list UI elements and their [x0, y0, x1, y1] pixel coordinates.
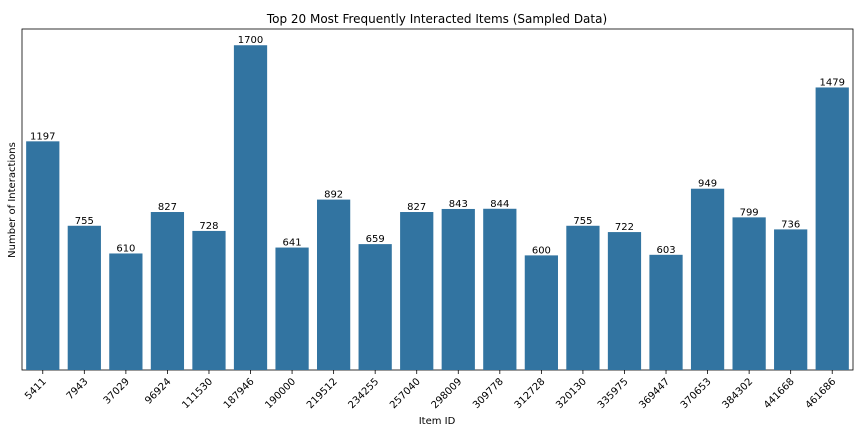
x-tick-label: 190000 [263, 376, 298, 411]
bar-461686 [815, 87, 849, 371]
x-tick-label: 5411 [23, 376, 49, 402]
plot-area [21, 28, 854, 371]
bar-value-label: 1197 [30, 131, 55, 142]
x-tick-label: 309778 [471, 376, 506, 411]
bar-96924 [150, 212, 185, 370]
bar-value-label: 659 [366, 234, 385, 245]
chart-title: Top 20 Most Frequently Interacted Items … [266, 12, 607, 26]
x-tick-label: 234255 [347, 376, 382, 411]
bar-309778 [483, 208, 517, 370]
bar-370653 [690, 188, 725, 370]
bar-value-label: 843 [449, 199, 468, 210]
bar-219512 [317, 199, 351, 370]
bar-value-label: 755 [573, 216, 592, 227]
bar-190000 [275, 247, 309, 370]
x-tick-label: 335975 [596, 376, 631, 411]
x-tick-label: 461686 [804, 376, 839, 411]
bar-7943 [67, 225, 101, 370]
bar-value-label: 827 [407, 202, 426, 213]
bar-value-label: 600 [532, 245, 551, 256]
x-tick-label: 219512 [305, 376, 340, 411]
bar-value-label: 755 [75, 216, 94, 227]
bar-value-label: 603 [656, 245, 675, 256]
x-tick-label: 369447 [637, 376, 672, 411]
x-tick-label: 7943 [65, 376, 91, 402]
bar-441668 [774, 229, 808, 370]
bar-111530 [192, 230, 226, 370]
x-tick-label: 298009 [430, 376, 465, 411]
x-tick-label: 257040 [388, 376, 423, 411]
x-axis-label: Item ID [419, 416, 456, 427]
bar-369447 [649, 254, 683, 370]
x-tick-label: 111530 [180, 376, 215, 411]
bar-value-label: 892 [324, 190, 343, 201]
x-tick-label: 441668 [762, 376, 797, 411]
x-tick-label: 187946 [222, 376, 257, 411]
bar-value-label: 610 [116, 243, 135, 254]
bar-labels-group: 1197 755 610 827 728 1700 641 892 659 827 843 844 60… [30, 35, 845, 256]
x-tick-label: 312728 [513, 376, 548, 411]
bar-257040 [400, 212, 434, 370]
bar-312728 [524, 255, 558, 370]
y-axis-label: Number of Interactions [7, 142, 18, 258]
bar-5411 [26, 141, 60, 370]
x-tick-label: 384302 [720, 376, 755, 411]
bar-value-label: 728 [199, 221, 218, 232]
bars-group [26, 45, 849, 371]
bar-320130 [566, 225, 600, 370]
x-tick-label: 96924 [143, 376, 173, 406]
x-tick-label: 37029 [102, 376, 132, 406]
bar-298009 [441, 208, 475, 370]
x-ticks-group: 5411 7943 37029 96924 111530 187946 190000 2195… [23, 370, 838, 411]
bar-value-label: 827 [158, 202, 177, 213]
bar-value-label: 949 [698, 179, 717, 190]
bar-value-label: 844 [490, 199, 509, 210]
bar-384302 [732, 217, 766, 370]
bar-37029 [109, 253, 143, 370]
bar-value-label: 736 [781, 219, 800, 230]
x-tick-label: 370653 [679, 376, 714, 411]
bar-value-label: 641 [283, 238, 302, 249]
bar-234255 [358, 244, 392, 370]
bar-value-label: 722 [615, 222, 634, 233]
bar-187946 [233, 45, 268, 371]
bar-335975 [607, 232, 642, 370]
x-tick-label: 320130 [554, 376, 589, 411]
bar-value-label: 799 [740, 207, 759, 218]
bar-value-label: 1700 [238, 35, 263, 46]
bar-value-label: 1479 [819, 77, 844, 88]
